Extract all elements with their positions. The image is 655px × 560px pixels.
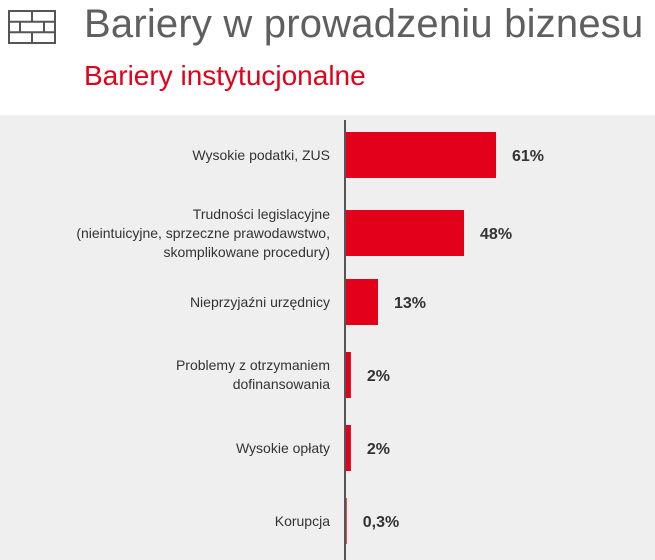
bar-chart-canvas: 61% 48% 13% 2% 2% 0,3% [344, 120, 544, 560]
category-label-2: Trudności legislacyjne (nieintuicyjne, s… [76, 205, 330, 260]
bar-chart: 61% 48% 13% 2% 2% 0,3% Wysokie podatki, ZUS Tr… [0, 115, 655, 560]
data-label-3: 13% [394, 295, 426, 312]
page-subtitle: Bariery instytucjonalne [84, 60, 366, 91]
bar-6 [346, 498, 347, 544]
category-label-5: Wysokie opłaty [235, 439, 330, 456]
bar-3 [346, 279, 378, 325]
bar-1 [346, 132, 496, 178]
category-label-6: Korupcja [274, 512, 330, 529]
data-label-6: 0,3% [363, 514, 399, 531]
header: Bariery w prowadzeniu biznesu Bariery in… [0, 0, 655, 115]
bar-2 [346, 210, 464, 256]
bar-5 [346, 425, 351, 471]
data-label-2: 48% [480, 226, 512, 243]
data-label-1: 61% [512, 148, 544, 165]
category-label-4: Problemy z otrzymaniem dofinansowania [175, 357, 330, 392]
category-label-3: Nieprzyjaźni urzędnicy [189, 293, 330, 310]
brick-wall-icon [8, 10, 56, 44]
category-label-1: Wysokie podatki, ZUS [192, 146, 330, 163]
bar-4 [346, 352, 351, 398]
data-label-5: 2% [367, 441, 390, 458]
page-title: Bariery w prowadzeniu biznesu [84, 2, 644, 46]
data-label-4: 2% [367, 368, 390, 385]
